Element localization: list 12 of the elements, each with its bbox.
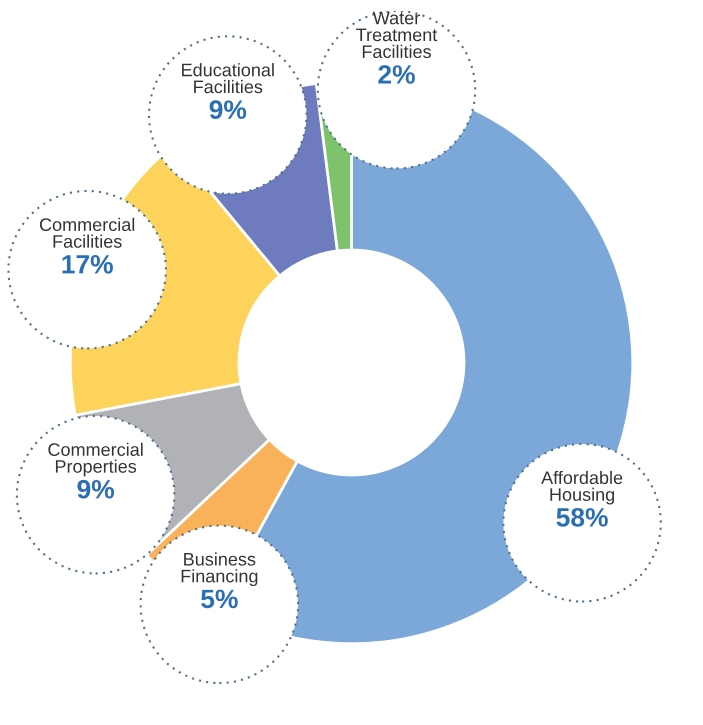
data-label: 2%: [378, 65, 415, 84]
data-label: 58%: [556, 508, 608, 527]
slice-label: Business Financing: [182, 552, 258, 586]
data-label: 9%: [210, 100, 246, 119]
data-label: 9%: [77, 480, 114, 499]
slice-label: Affordable Housing: [541, 470, 622, 505]
slice-label: Water Treatment Facilities: [356, 12, 438, 58]
slice-label: Commercial Properties: [48, 442, 143, 476]
slice-label: Educational Facilities: [182, 63, 274, 94]
slice-label: Commercial Facilities: [40, 218, 134, 248]
data-label: 5%: [201, 590, 238, 608]
data-label: 17%: [62, 255, 113, 274]
